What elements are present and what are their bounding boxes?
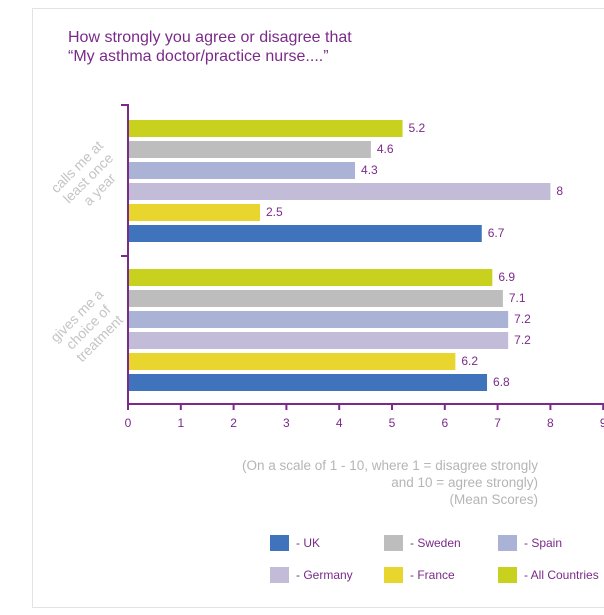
bar-value-label: 6.7 <box>488 226 505 240</box>
x-tick-label: 8 <box>547 416 554 430</box>
bar-value-label: 4.3 <box>361 163 378 177</box>
legend-swatch <box>384 535 403 551</box>
bar-france-2 <box>129 353 456 370</box>
legend-label: - UK <box>296 536 320 550</box>
bar-sweden-1 <box>129 141 371 158</box>
bar-uk-2 <box>129 374 488 391</box>
x-tick-label: 6 <box>441 416 448 430</box>
legend-item-all-countries: - All Countries <box>498 567 599 583</box>
bar-value-label: 5.2 <box>409 121 426 135</box>
legend-label: - Germany <box>296 568 353 582</box>
chart-title-line-1: How strongly you agree or disagree that <box>68 29 352 46</box>
bar-value-label: 7.2 <box>514 312 531 326</box>
bar-value-label: 7.2 <box>514 333 531 347</box>
bar-spain-1 <box>129 162 356 179</box>
legend-swatch <box>384 567 403 583</box>
bar-chart: 0 1 2 3 4 5 6 7 8 9 5.2 4.6 4.3 8 2.5 6.7 calls me atlea… <box>47 104 604 430</box>
scale-note-line-3: (Mean Scores) <box>449 492 538 507</box>
x-tick-label: 1 <box>177 416 184 430</box>
legend-item-france: - France <box>384 567 455 583</box>
x-tick-label: 7 <box>494 416 501 430</box>
legend-item-germany: - Germany <box>270 567 353 583</box>
legend-swatch <box>498 567 517 583</box>
x-tick-label: 5 <box>389 416 396 430</box>
chart-title: How strongly you agree or disagree that … <box>68 28 488 66</box>
legend-label: - France <box>410 568 455 582</box>
bar-value-label: 4.6 <box>377 142 394 156</box>
bar-all-countries-1 <box>129 120 403 137</box>
legend-label: - Sweden <box>410 536 461 550</box>
bar-value-label: 2.5 <box>266 205 283 219</box>
chart-frame <box>32 8 604 608</box>
bar-value-label: 6.2 <box>461 354 478 368</box>
chart-title-line-2: “My asthma doctor/practice nurse....” <box>68 48 329 65</box>
bar-value-label: 6.9 <box>498 270 515 284</box>
bar-value-label: 8 <box>556 184 563 198</box>
legend-item-spain: - Spain <box>498 535 562 551</box>
scale-note: (On a scale of 1 - 10, where 1 = disagre… <box>150 457 538 508</box>
bar-germany-2 <box>129 332 509 349</box>
legend-swatch <box>498 535 517 551</box>
x-tick-label: 9 <box>600 416 604 430</box>
legend-item-sweden: - Sweden <box>384 535 461 551</box>
x-tick-label: 4 <box>336 416 343 430</box>
legend-label: - Spain <box>524 536 563 550</box>
bar-sweden-2 <box>129 290 503 307</box>
bar-germany-1 <box>129 183 551 200</box>
bar-france-1 <box>129 204 260 221</box>
bar-uk-1 <box>129 225 482 242</box>
legend-swatch <box>270 535 289 551</box>
bar-spain-2 <box>129 311 509 328</box>
scale-note-line-2: and 10 = agree strongly) <box>391 475 538 490</box>
bar-value-label: 6.8 <box>493 375 510 389</box>
legend-item-uk: - UK <box>270 535 320 551</box>
legend-swatch <box>270 567 289 583</box>
x-tick-label: 0 <box>125 416 132 430</box>
x-tick-label: 2 <box>230 416 237 430</box>
x-tick-label: 3 <box>283 416 290 430</box>
bar-all-countries-2 <box>129 269 493 286</box>
scale-note-line-1: (On a scale of 1 - 10, where 1 = disagre… <box>241 458 538 473</box>
bar-value-label: 7.1 <box>509 291 526 305</box>
legend-label: - All Countries <box>524 568 599 582</box>
